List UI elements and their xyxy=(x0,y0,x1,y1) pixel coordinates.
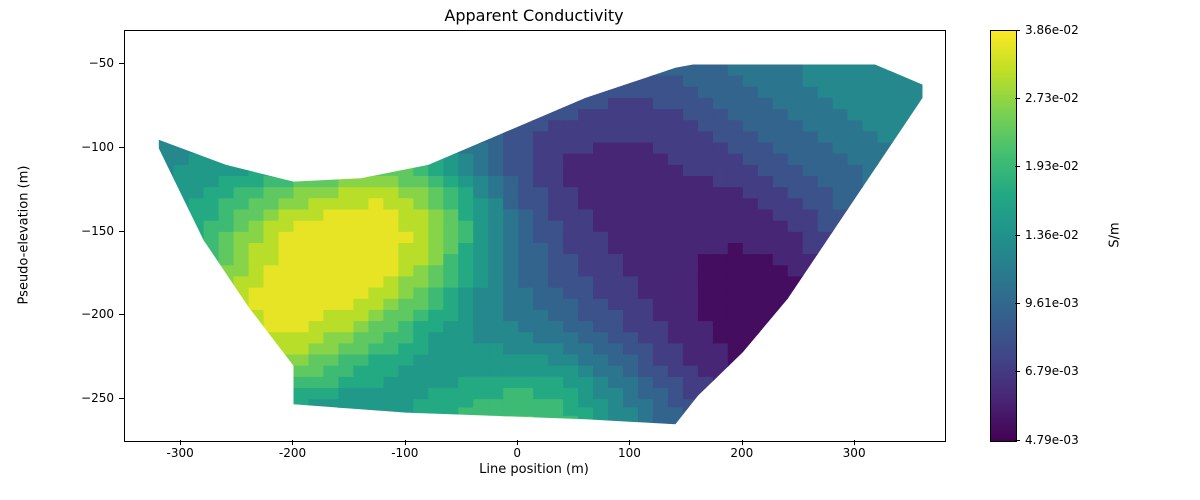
y-tick-label: −250 xyxy=(81,391,114,405)
contour-plot xyxy=(125,31,945,441)
x-tick-mark xyxy=(854,440,855,445)
colorbar-tick-label: 1.93e-02 xyxy=(1025,159,1079,173)
colorbar-tick-mark xyxy=(1015,371,1020,372)
colorbar-tick-label: 2.73e-02 xyxy=(1025,91,1079,105)
colorbar-tick-label: 9.61e-03 xyxy=(1025,296,1079,310)
x-axis-label: Line position (m) xyxy=(124,462,944,477)
colorbar-tick-mark xyxy=(1015,303,1020,304)
figure: Apparent Conductivity -300 -200 -100 0 100 20… xyxy=(0,0,1200,500)
x-tick-mark xyxy=(517,440,518,445)
y-tick-mark xyxy=(119,231,124,232)
colorbar-tick-mark xyxy=(1015,440,1020,441)
x-tick-mark xyxy=(742,440,743,445)
x-tick-mark xyxy=(180,440,181,445)
y-tick-mark xyxy=(119,147,124,148)
plot-area xyxy=(124,30,946,442)
colorbar-tick-label: 4.79e-03 xyxy=(1025,433,1079,447)
x-tick-mark xyxy=(405,440,406,445)
y-tick-mark xyxy=(119,314,124,315)
y-tick-label: −150 xyxy=(81,224,114,238)
colorbar-tick-label: 6.79e-03 xyxy=(1025,364,1079,378)
x-tick-label: 300 xyxy=(843,446,866,460)
colorbar xyxy=(990,30,1017,442)
x-tick-label: 200 xyxy=(730,446,753,460)
x-tick-label: -300 xyxy=(167,446,194,460)
x-tick-label: -100 xyxy=(391,446,418,460)
colorbar-tick-mark xyxy=(1015,30,1020,31)
x-tick-mark xyxy=(292,440,293,445)
x-tick-label: 0 xyxy=(513,446,521,460)
colorbar-gradient xyxy=(991,31,1016,441)
y-tick-label: −200 xyxy=(81,307,114,321)
chart-title: Apparent Conductivity xyxy=(124,6,944,25)
y-axis-label: Pseudo-elevation (m) xyxy=(17,85,32,385)
y-tick-label: −100 xyxy=(81,140,114,154)
colorbar-tick-label: 1.36e-02 xyxy=(1025,228,1079,242)
colorbar-label: S/m xyxy=(1108,135,1123,335)
x-tick-label: -200 xyxy=(279,446,306,460)
x-tick-label: 100 xyxy=(618,446,641,460)
y-tick-label: −50 xyxy=(89,56,114,70)
colorbar-tick-mark xyxy=(1015,98,1020,99)
colorbar-tick-label: 3.86e-02 xyxy=(1025,23,1079,37)
colorbar-tick-mark xyxy=(1015,235,1020,236)
y-tick-mark xyxy=(119,398,124,399)
colorbar-tick-mark xyxy=(1015,166,1020,167)
x-tick-mark xyxy=(629,440,630,445)
y-tick-mark xyxy=(119,63,124,64)
